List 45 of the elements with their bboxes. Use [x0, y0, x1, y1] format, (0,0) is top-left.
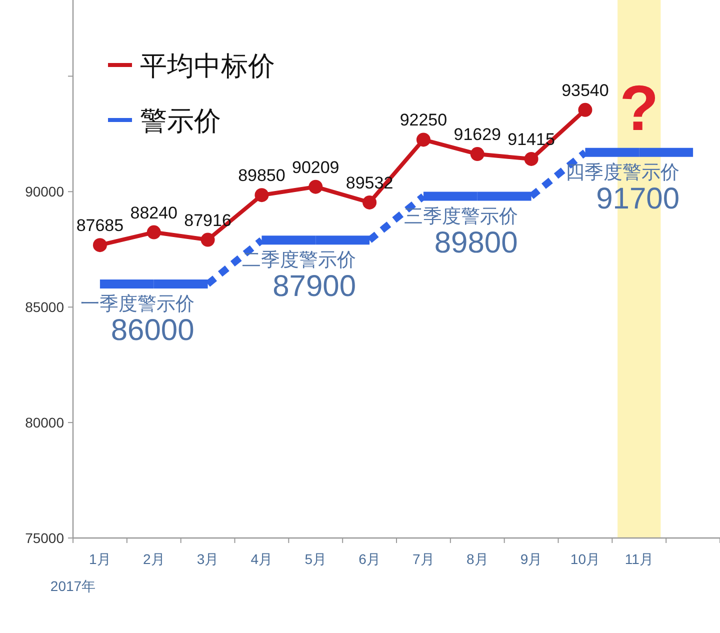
data-label: 91629 [454, 125, 502, 144]
annotation: ? [620, 72, 659, 144]
x-tick-label: 11月 [624, 551, 654, 567]
point [470, 147, 484, 162]
data-label: 89850 [238, 166, 286, 186]
x-tick-label: 9月 [520, 551, 542, 567]
y-tick-label: 85000 [25, 299, 64, 316]
data-label: 87685 [76, 216, 124, 236]
point [308, 180, 323, 194]
x-tick-label: 6月 [358, 551, 380, 567]
data-label: 93540 [562, 80, 609, 100]
x-tick-label: 7月 [412, 551, 434, 567]
data-label: 89800 [434, 226, 518, 260]
point [362, 195, 377, 210]
data-label: 88240 [130, 203, 178, 222]
data-label: 90209 [292, 158, 340, 177]
point [254, 188, 269, 202]
y-tick-label: 80000 [25, 414, 64, 431]
point [146, 225, 161, 240]
point [92, 238, 107, 252]
annotation: 一季度警示价 [80, 294, 194, 315]
data-label: 87900 [272, 270, 356, 304]
y-tick-label: 75000 [25, 530, 64, 546]
x-tick-label: 8月 [466, 551, 488, 567]
data-label: 91700 [596, 182, 680, 216]
annotation: 四季度警示价 [566, 162, 680, 184]
data-label: 86000 [110, 314, 194, 348]
data-label: 92250 [400, 110, 448, 130]
point [200, 232, 215, 247]
x-tick-label: 2月 [142, 551, 165, 567]
point [578, 102, 592, 117]
x-tick-label: 10月 [570, 551, 600, 567]
annotation: 2017年 [50, 578, 96, 594]
data-label: 87916 [184, 210, 232, 230]
point [416, 132, 430, 147]
point [524, 152, 538, 166]
legend-label: 平均中标价 [140, 51, 275, 81]
legend-label: 警示价 [140, 106, 221, 136]
x-tick-label: 3月 [196, 551, 219, 567]
x-tick-label: 5月 [304, 551, 327, 567]
y-tick-label: 90000 [25, 184, 64, 200]
annotation: 三季度警示价 [404, 206, 518, 228]
annotation: 二季度警示价 [242, 250, 356, 272]
x-tick-label: 4月 [250, 551, 273, 567]
x-tick-label: 1月 [89, 551, 111, 567]
